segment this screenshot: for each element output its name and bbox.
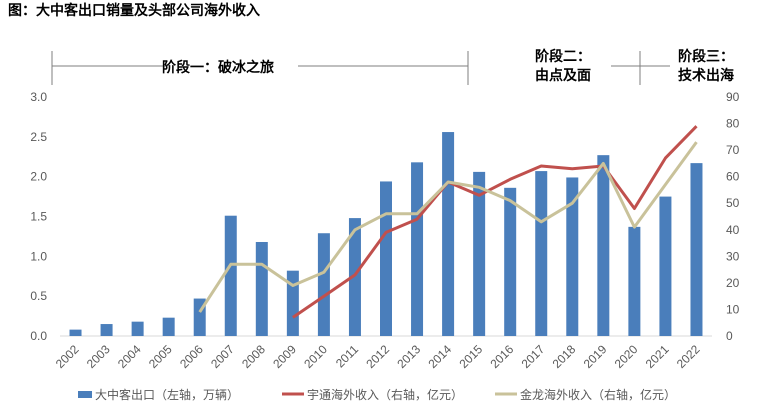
x-axis-tick: 2009: [270, 342, 299, 371]
right-axis-tick: 50: [726, 196, 740, 210]
legend-label-yutong: 宇通海外收入（右轴，亿元）: [307, 387, 463, 402]
bar: [348, 218, 361, 336]
bar: [162, 317, 175, 336]
x-axis-tick: 2018: [550, 342, 579, 371]
stage-3-line1: 阶段三：: [678, 48, 734, 65]
x-axis-tick: 2003: [84, 342, 113, 371]
right-axis-tick: 70: [726, 143, 740, 157]
bar: [69, 329, 82, 336]
left-axis-tick: 3.0: [30, 90, 47, 104]
x-axis-tick: 2022: [674, 342, 703, 371]
bar: [690, 163, 703, 336]
right-axis-tick: 0: [726, 329, 733, 343]
right-axis-tick: 20: [726, 276, 740, 290]
x-axis-labels: 2002 2003 2004 2005 2006 2007 2008 2009 2010 2011…: [53, 342, 703, 371]
bar: [597, 155, 610, 336]
right-axis-tick: 60: [726, 170, 740, 184]
x-axis-tick: 2004: [115, 342, 144, 371]
right-axis-tick: 30: [726, 249, 740, 263]
x-axis-tick: 2015: [456, 342, 485, 371]
x-axis-tick: 2013: [394, 342, 423, 371]
x-axis-tick: 2017: [519, 342, 548, 371]
bar: [380, 181, 392, 336]
stage-brackets: [51, 51, 670, 85]
bar: [131, 321, 144, 336]
stage-1-label: 阶段一：破冰之旅: [162, 59, 274, 76]
line-series: [198, 125, 698, 319]
stage-2-line1: 阶段二：: [535, 48, 591, 65]
right-axis-tick: 90: [726, 90, 740, 104]
x-axis-tick: 2019: [581, 342, 610, 371]
x-axis-tick: 2014: [425, 342, 454, 371]
legend-swatch-bar: [78, 391, 92, 398]
left-axis-ticks: 0.0 0.5 1.0 1.5 2.0 2.5 3.0: [30, 90, 47, 343]
line-yutong: [292, 125, 698, 319]
x-axis-tick: 2016: [488, 342, 517, 371]
bar: [286, 270, 299, 336]
bar: [566, 177, 579, 336]
line-kinglong: [198, 141, 698, 313]
left-axis-tick: 0.0: [30, 329, 47, 343]
stage-3-line2: 技术出海: [678, 67, 734, 84]
x-axis-tick: 2012: [363, 342, 392, 371]
bar: [504, 187, 517, 336]
right-axis-ticks: 0 10 20 30 40 50 60 70 80 90: [726, 90, 740, 343]
legend-label-bar: 大中客出口（左轴，万辆）: [95, 387, 239, 402]
bar: [411, 162, 424, 336]
bar: [100, 324, 113, 336]
x-axis-tick: 2005: [146, 342, 175, 371]
bar: [659, 196, 672, 336]
x-axis-tick: 2021: [643, 342, 672, 371]
right-axis-tick: 80: [726, 117, 740, 131]
x-axis-tick: 2011: [333, 342, 361, 370]
bar: [317, 233, 330, 336]
legend: 大中客出口（左轴，万辆） 宇通海外收入（右轴，亿元） 金龙海外收入（右轴，亿元）: [78, 387, 676, 402]
chart-title: 图：大中客出口销量及头部公司海外收入: [8, 2, 260, 19]
left-axis-tick: 2.5: [30, 130, 47, 144]
bar: [535, 171, 548, 336]
left-axis-tick: 1.5: [30, 210, 47, 224]
left-axis-tick: 0.5: [30, 289, 47, 303]
x-axis-tick: 2008: [239, 342, 268, 371]
x-axis-tick: 2020: [612, 342, 641, 371]
x-axis-tick: 2010: [301, 342, 330, 371]
x-axis-tick: 2006: [177, 342, 206, 371]
bar: [255, 241, 268, 336]
bar: [442, 132, 455, 336]
stage-2-line2: 由点及面: [535, 67, 591, 84]
bar: [628, 226, 641, 336]
bar: [224, 215, 237, 336]
right-axis-tick: 10: [726, 302, 740, 316]
x-axis-tick: 2002: [53, 342, 82, 371]
bar: [473, 171, 486, 336]
x-axis-tick: 2007: [208, 342, 237, 371]
legend-label-kinglong: 金龙海外收入（右轴，亿元）: [520, 387, 676, 402]
left-axis-tick: 2.0: [30, 170, 47, 184]
right-axis-tick: 40: [726, 223, 740, 237]
left-axis-tick: 1.0: [30, 249, 47, 263]
